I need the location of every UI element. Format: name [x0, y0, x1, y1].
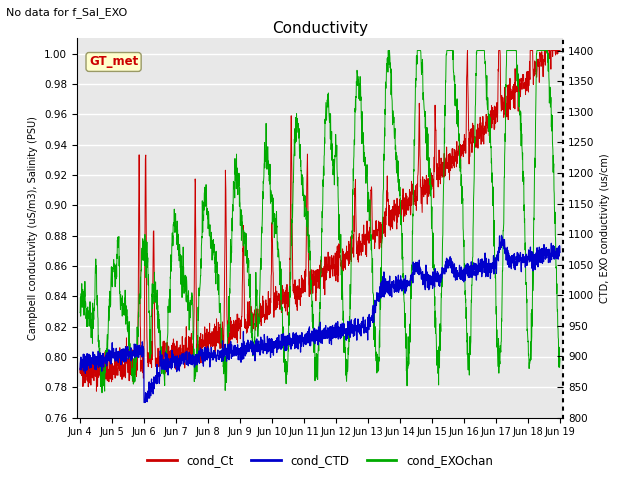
cond_EXOchan [460, 228, 467, 234]
cond_Ct [463, 48, 471, 53]
cond_CTD [556, 250, 564, 255]
cond_Ct [76, 365, 84, 371]
cond_EXOchan [556, 356, 564, 361]
cond_Ct [514, 82, 522, 87]
cond_Ct [460, 142, 467, 148]
cond_EXOchan [333, 183, 341, 189]
cond_CTD [527, 253, 535, 259]
cond_CTD [514, 259, 522, 264]
cond_EXOchan [514, 84, 522, 89]
cond_Ct [210, 325, 218, 331]
Line: cond_EXOchan: cond_EXOchan [80, 50, 560, 393]
cond_Ct [344, 252, 352, 258]
cond_EXOchan [76, 310, 84, 315]
cond_Ct [527, 48, 535, 53]
cond_Ct [93, 388, 100, 394]
cond_EXOchan [210, 241, 218, 247]
Text: No data for f_Sal_EXO: No data for f_Sal_EXO [6, 7, 127, 18]
cond_EXOchan [384, 48, 392, 53]
Line: cond_Ct: cond_Ct [80, 50, 560, 391]
cond_EXOchan [344, 364, 352, 370]
cond_CTD [210, 355, 218, 360]
cond_CTD [498, 232, 506, 238]
Y-axis label: CTD, EXO conductivity (us/cm): CTD, EXO conductivity (us/cm) [600, 153, 610, 303]
Y-axis label: Campbell conductivity (uS/m3), Salinity (PSU): Campbell conductivity (uS/m3), Salinity … [28, 116, 38, 340]
Legend: cond_Ct, cond_CTD, cond_EXOchan: cond_Ct, cond_CTD, cond_EXOchan [143, 449, 497, 472]
cond_EXOchan [98, 390, 106, 396]
cond_EXOchan [527, 310, 535, 316]
cond_CTD [76, 367, 84, 372]
cond_CTD [344, 319, 352, 324]
cond_CTD [333, 324, 341, 330]
Title: Conductivity: Conductivity [272, 21, 368, 36]
cond_CTD [140, 399, 148, 405]
cond_Ct [556, 48, 564, 53]
cond_CTD [460, 273, 467, 279]
Line: cond_CTD: cond_CTD [80, 235, 560, 402]
cond_Ct [333, 253, 341, 259]
Text: GT_met: GT_met [89, 56, 138, 69]
